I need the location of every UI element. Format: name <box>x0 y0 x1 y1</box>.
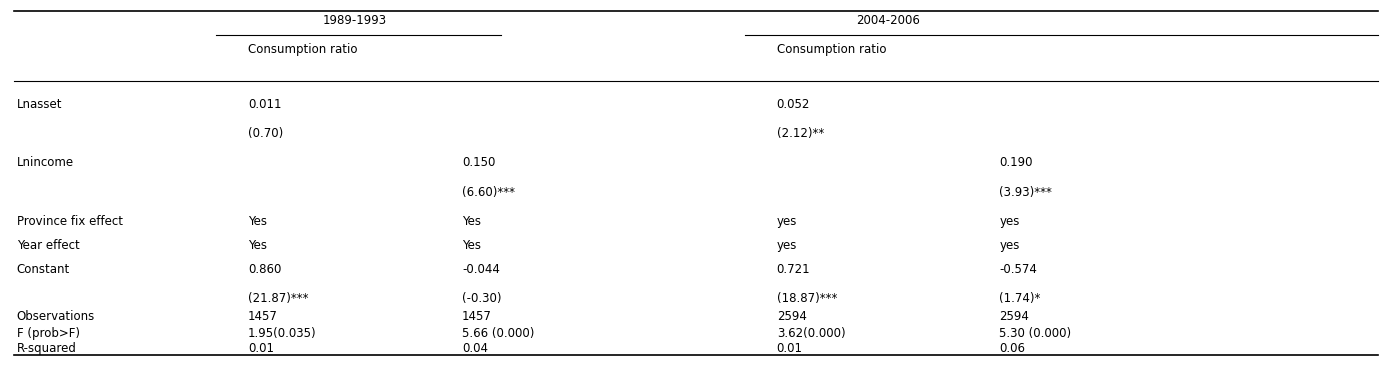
Text: Yes: Yes <box>248 215 267 228</box>
Text: Constant: Constant <box>17 262 70 276</box>
Text: yes: yes <box>999 239 1020 252</box>
Text: 0.052: 0.052 <box>777 98 810 111</box>
Text: 0.011: 0.011 <box>248 98 281 111</box>
Text: R-squared: R-squared <box>17 342 77 355</box>
Text: (-0.30): (-0.30) <box>462 292 501 305</box>
Text: yes: yes <box>999 215 1020 228</box>
Text: -0.574: -0.574 <box>999 262 1037 276</box>
Text: 0.01: 0.01 <box>248 342 274 355</box>
Text: 2004-2006: 2004-2006 <box>856 14 920 27</box>
Text: 5.30 (0.000): 5.30 (0.000) <box>999 326 1072 340</box>
Text: 0.721: 0.721 <box>777 262 810 276</box>
Text: Lnincome: Lnincome <box>17 156 74 169</box>
Text: Year effect: Year effect <box>17 239 79 252</box>
Text: 0.06: 0.06 <box>999 342 1026 355</box>
Text: 0.190: 0.190 <box>999 156 1033 169</box>
Text: 0.860: 0.860 <box>248 262 281 276</box>
Text: -0.044: -0.044 <box>462 262 500 276</box>
Text: 1457: 1457 <box>462 310 491 323</box>
Text: 3.62(0.000): 3.62(0.000) <box>777 326 845 340</box>
Text: (0.70): (0.70) <box>248 127 283 140</box>
Text: F (prob>F): F (prob>F) <box>17 326 79 340</box>
Text: 2594: 2594 <box>999 310 1029 323</box>
Text: 0.01: 0.01 <box>777 342 803 355</box>
Text: 1457: 1457 <box>248 310 277 323</box>
Text: (21.87)***: (21.87)*** <box>248 292 308 305</box>
Text: 5.66 (0.000): 5.66 (0.000) <box>462 326 535 340</box>
Text: (18.87)***: (18.87)*** <box>777 292 837 305</box>
Text: (2.12)**: (2.12)** <box>777 127 824 140</box>
Text: Observations: Observations <box>17 310 95 323</box>
Text: (3.93)***: (3.93)*** <box>999 186 1052 199</box>
Text: 2594: 2594 <box>777 310 806 323</box>
Text: yes: yes <box>777 239 798 252</box>
Text: Consumption ratio: Consumption ratio <box>777 43 887 56</box>
Text: (1.74)*: (1.74)* <box>999 292 1041 305</box>
Text: yes: yes <box>777 215 798 228</box>
Text: Yes: Yes <box>248 239 267 252</box>
Text: Consumption ratio: Consumption ratio <box>248 43 358 56</box>
Text: Yes: Yes <box>462 239 482 252</box>
Text: 1.95(0.035): 1.95(0.035) <box>248 326 316 340</box>
Text: Province fix effect: Province fix effect <box>17 215 122 228</box>
Text: 0.04: 0.04 <box>462 342 489 355</box>
Text: 0.150: 0.150 <box>462 156 496 169</box>
Text: Lnasset: Lnasset <box>17 98 63 111</box>
Text: Yes: Yes <box>462 215 482 228</box>
Text: 1989-1993: 1989-1993 <box>323 14 387 27</box>
Text: (6.60)***: (6.60)*** <box>462 186 515 199</box>
